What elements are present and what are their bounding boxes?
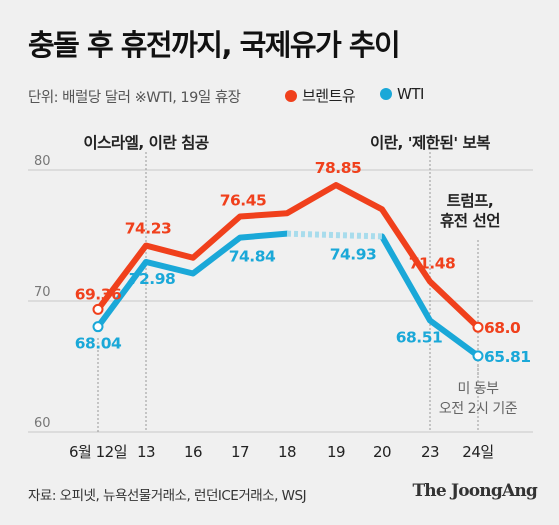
data-label-brent: 78.85 <box>315 159 362 177</box>
series-gap-wti <box>286 230 383 240</box>
legend-wti-label: WTI <box>397 85 424 103</box>
source-note: 자료: 오피넷, 뉴욕선물거래소, 런던ICE거래소, WSJ <box>28 488 307 504</box>
annotation-text: 이스라엘, 이란 침공 <box>83 133 209 152</box>
data-label-brent: 74.23 <box>125 220 172 238</box>
data-label-brent: 71.48 <box>409 255 456 273</box>
x-tick-label: 16 <box>184 443 202 461</box>
legend-brent-swatch <box>285 89 297 102</box>
data-label-wti: 68.04 <box>75 335 122 353</box>
data-label-wti: 72.98 <box>129 270 176 288</box>
x-tick-label: 17 <box>231 443 249 461</box>
chart-title: 충돌 후 휴전까지, 국제유가 추이 <box>28 28 401 62</box>
legend-item-brent: 브렌트유 <box>285 85 356 106</box>
series-point-marker <box>472 350 484 362</box>
series-line-wti-1 <box>379 233 481 359</box>
x-tick-label: 20 <box>373 443 391 461</box>
data-label-brent: 69.36 <box>75 285 122 303</box>
x-tick-label: 24일 <box>462 443 493 461</box>
annotation-text: 휴전 선언 <box>440 212 500 230</box>
data-label-wti: 65.81 <box>484 348 531 366</box>
series-point-marker <box>92 303 104 315</box>
legend-wti-swatch <box>380 88 392 100</box>
brand-logo: The JoongAng <box>412 481 537 501</box>
annotation-text: 오전 2시 기준 <box>439 401 518 417</box>
annotation-text: 트럼프, <box>447 192 494 210</box>
x-tick-label: 6월 12일 <box>69 443 127 461</box>
annotation-text: 미 동부 <box>457 381 499 397</box>
annotation-text: 이란, '제한된' 보복 <box>370 133 490 152</box>
data-label-wti: 68.51 <box>396 329 443 347</box>
x-tick-label: 19 <box>327 443 345 461</box>
series-point-marker <box>472 321 484 333</box>
data-label-wti: 74.84 <box>229 248 276 266</box>
legend-brent-label: 브렌트유 <box>302 87 356 105</box>
x-tick-label: 13 <box>137 443 155 461</box>
data-label-brent: 76.45 <box>220 192 267 210</box>
series-point-marker <box>92 321 104 333</box>
x-tick-label: 18 <box>278 443 296 461</box>
chart-subtitle: 단위: 배럴당 달러 ※WTI, 19일 휴장 <box>28 90 241 106</box>
data-label-brent: 68.0 <box>484 319 521 337</box>
y-tick-label-60: 60 <box>34 416 51 431</box>
series-line-brent <box>95 182 481 331</box>
series-line-wti-0 <box>95 230 290 330</box>
x-tick-label: 23 <box>421 443 439 461</box>
y-tick-label-80: 80 <box>34 154 51 169</box>
y-tick-label-70: 70 <box>34 285 51 300</box>
data-label-wti: 74.93 <box>330 245 377 263</box>
legend-item-wti: WTI <box>380 85 424 103</box>
